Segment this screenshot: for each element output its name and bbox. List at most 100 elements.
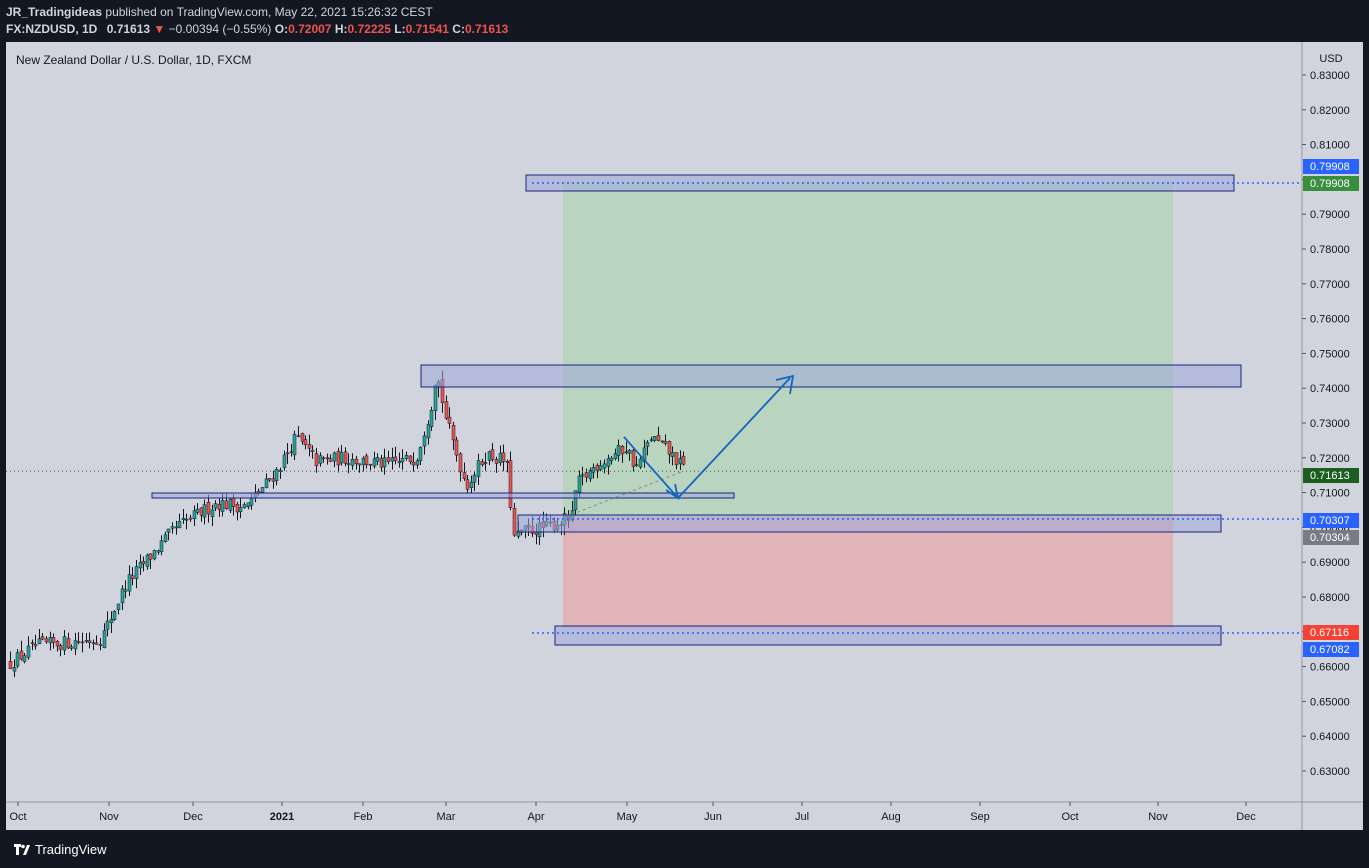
support-line-zone[interactable]	[151, 492, 735, 499]
loss-zone[interactable]	[563, 516, 1173, 628]
candle-body	[242, 504, 247, 509]
candle-body	[278, 469, 283, 472]
candle-body	[224, 500, 229, 510]
candle-body	[192, 510, 197, 519]
open-value: 0.72007	[288, 22, 332, 36]
candle-body	[289, 451, 294, 453]
candle-body	[483, 462, 488, 464]
candle-body	[40, 636, 45, 640]
tradingview-logo[interactable]: TradingView	[14, 842, 107, 857]
candle-body	[372, 458, 377, 467]
candle-body	[267, 478, 272, 481]
candle-body	[296, 435, 301, 437]
candle-body	[411, 462, 416, 466]
candle-body	[292, 433, 297, 456]
price-tick-label: 0.77000	[1310, 279, 1350, 291]
candle-body	[332, 452, 337, 462]
candle-body	[408, 455, 413, 462]
price-change: −0.00394 (−0.55%)	[168, 22, 272, 36]
resistance-zone[interactable]	[420, 364, 1242, 388]
candle-body	[170, 526, 175, 529]
candle-body	[80, 641, 85, 644]
candle-body	[580, 474, 585, 477]
candle-body	[199, 507, 204, 516]
chart-area[interactable]: USD0.830000.820000.810000.800000.790000.…	[6, 42, 1363, 830]
price-badge-label: 0.71613	[1310, 470, 1350, 482]
symbol-label[interactable]: FX:NZDUSD, 1D	[6, 22, 98, 36]
candle-body	[606, 458, 611, 467]
time-tick-label: Nov	[99, 811, 119, 823]
price-tick-label: 0.79000	[1310, 209, 1350, 221]
candle-body	[62, 636, 67, 651]
price-badge	[1303, 513, 1359, 528]
symbol-info: FX:NZDUSD, 1D 0.71613 ▼ −0.00394 (−0.55%…	[6, 22, 508, 36]
price-tick-label: 0.81000	[1310, 140, 1350, 152]
candle-body	[386, 457, 391, 462]
candle-body	[210, 509, 215, 517]
candle-body	[454, 439, 459, 456]
candle-body	[595, 464, 600, 471]
candle-body	[91, 642, 96, 644]
price-tick-label: 0.78000	[1310, 244, 1350, 256]
time-tick-label: Apr	[527, 811, 544, 823]
candle-body	[627, 450, 632, 454]
last-price: 0.71613	[106, 22, 151, 36]
candle-body	[271, 478, 276, 482]
time-tick-label: Nov	[1148, 811, 1168, 823]
high-label: H:	[334, 22, 348, 36]
candle-body	[598, 465, 603, 471]
tradingview-brand: TradingView	[35, 842, 107, 857]
candle-body	[382, 457, 387, 468]
candle-body	[325, 457, 330, 459]
candle-body	[8, 661, 13, 669]
candle-body	[613, 453, 618, 459]
candle-body	[184, 518, 189, 521]
stop-zone[interactable]	[554, 625, 1222, 646]
candle-body	[501, 452, 506, 462]
candle-body	[357, 463, 362, 466]
candle-body	[246, 502, 251, 508]
low-value: 0.71541	[405, 22, 449, 36]
chart-canvas[interactable]: USD0.830000.820000.810000.800000.790000.…	[6, 42, 1363, 830]
author-name[interactable]: JR_Tradingideas	[6, 5, 103, 19]
candle-body	[663, 441, 668, 444]
candle-body	[112, 611, 117, 620]
candle-body	[375, 457, 380, 462]
candle-body	[328, 458, 333, 462]
candle-body	[206, 501, 211, 515]
candle-body	[37, 638, 42, 644]
price-badge	[1303, 642, 1359, 657]
candle-body	[487, 451, 492, 461]
candle-body	[19, 650, 24, 660]
candle-body	[591, 467, 596, 473]
candle-body	[422, 435, 427, 447]
profit-zone[interactable]	[563, 182, 1173, 517]
candle-body	[444, 401, 449, 419]
candle-body	[300, 433, 305, 442]
price-badge	[1303, 159, 1359, 174]
currency-label: USD	[1319, 53, 1342, 65]
time-tick-label: Aug	[881, 811, 901, 823]
candle-body	[404, 454, 409, 459]
candle-body	[346, 463, 351, 465]
candle-body	[602, 463, 607, 469]
price-badge-label: 0.67082	[1310, 644, 1350, 656]
time-tick-label: Feb	[354, 811, 373, 823]
candle-body	[127, 574, 132, 592]
candle-body	[73, 640, 78, 650]
candle-body	[33, 644, 38, 647]
price-tick-label: 0.64000	[1310, 731, 1350, 743]
close-value: 0.71613	[464, 22, 509, 36]
entry-zone[interactable]	[517, 514, 1222, 533]
candle-body	[667, 441, 672, 455]
candle-body	[188, 517, 193, 520]
candle-body	[458, 453, 463, 473]
candle-body	[69, 646, 74, 649]
candle-body	[231, 497, 236, 507]
candle-body	[620, 446, 625, 455]
candle-body	[228, 499, 233, 511]
candle-body	[631, 450, 636, 467]
candle-body	[181, 517, 186, 520]
candle-body	[476, 460, 481, 477]
candle-body	[321, 457, 326, 460]
